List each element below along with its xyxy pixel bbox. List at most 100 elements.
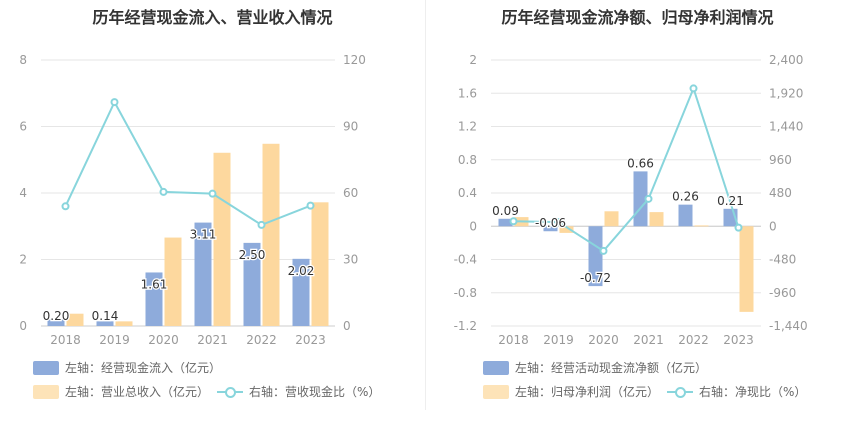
line-point [61, 202, 70, 211]
x-tick-label: 2022 [678, 333, 709, 347]
data-label: 0.21 [717, 194, 744, 208]
data-label: 3.11 [190, 228, 217, 242]
data-label: -0.06 [535, 216, 566, 230]
legend-line-swatch [667, 385, 693, 399]
data-label: 0.09 [492, 204, 519, 218]
y-tick-label-left: 0.8 [458, 153, 477, 167]
y-tick-label-left: 1.2 [458, 120, 477, 134]
legend-label: 左轴：归母净利润（亿元） [515, 385, 660, 399]
chart-plot: 0 0 2 30 4 60 6 90 8 120 2018 2019 2020 2021 2022 2023 0… [19, 53, 366, 347]
x-tick-label: 2019 [543, 333, 574, 347]
line-point [208, 189, 217, 198]
legend-item-net-profit[interactable]: 左轴：归母净利润（亿元） [483, 383, 659, 400]
legend-item-revenue[interactable]: 左轴：营业总收入（亿元） [33, 383, 209, 400]
legend-label: 左轴：经营现金流入（亿元） [65, 361, 222, 375]
bar-series-1 [678, 204, 693, 227]
legend-swatch [483, 360, 509, 375]
data-label: -0.72 [580, 271, 611, 285]
data-label: 2.02 [288, 264, 315, 278]
legend-label: 右轴：营收现金比（%） [249, 385, 381, 399]
y-tick-label-right: -1,440 [769, 319, 808, 333]
line-series [64, 99, 311, 227]
y-tick-label-left: -1.2 [454, 319, 477, 333]
y-tick-label-right: -480 [769, 253, 796, 267]
bar-series-1 [292, 258, 310, 326]
y-tick-label-right: -960 [769, 286, 796, 300]
bar-series-2 [115, 321, 133, 326]
data-label: 0.66 [627, 156, 654, 170]
y-tick-label-left: 0.4 [458, 186, 477, 200]
y-tick-label-right: 120 [343, 53, 366, 67]
legend-swatch [33, 360, 59, 375]
bar-series-2 [649, 212, 664, 227]
y-tick-label-left: 0 [19, 319, 27, 333]
y-tick-label-right: 0 [769, 219, 777, 233]
x-tick-label: 2022 [246, 333, 277, 347]
line-series [513, 85, 740, 253]
legend-label: 左轴：营业总收入（亿元） [65, 385, 210, 399]
y-tick-label-right: 960 [769, 153, 792, 167]
panel-divider [425, 0, 426, 410]
line-point [306, 201, 315, 210]
x-tick-label: 2023 [723, 333, 754, 347]
bar-series-2 [559, 226, 574, 233]
y-tick-label-right: 480 [769, 186, 792, 200]
y-tick-label-left: 6 [19, 120, 27, 134]
line-point [599, 246, 608, 255]
legend-swatch [483, 384, 509, 399]
line-point [734, 223, 743, 232]
line-point [554, 218, 563, 227]
x-tick-label: 2020 [588, 333, 619, 347]
y-tick-label-right: 1,920 [769, 86, 803, 100]
bar-series-1 [543, 226, 558, 232]
chart-plot: -1.2 -1,440 -0.8 -960 -0.4 -480 0 0 0.4 480 0.8 960… [454, 53, 808, 347]
bar-series-2 [164, 237, 182, 326]
chart-panel-left: 历年经营现金流入、营业收入情况 0 0 2 30 4 60 6 90 8 120 2018 2019 2… [19, 8, 380, 400]
bar-series-1 [47, 319, 65, 326]
bar-series-2 [311, 202, 329, 326]
bar-series-2 [694, 225, 709, 227]
data-label: 2.50 [239, 248, 266, 262]
legend-swatch [33, 384, 59, 399]
bar-series-2 [739, 226, 754, 312]
y-tick-label-right: 2,400 [769, 53, 803, 67]
bar-series-1 [243, 242, 261, 326]
legend-label: 左轴：经营活动现金流净额（亿元） [515, 361, 708, 375]
legend-item-cash-inflow[interactable]: 左轴：经营现金流入（亿元） [33, 359, 221, 376]
bar-series-1 [194, 222, 212, 326]
data-label: 0.14 [92, 309, 119, 323]
chart-panel-right: 历年经营现金流净额、归母净利润情况 -1.2 -1,440 -0.8 -960 -0.4… [425, 0, 850, 437]
bar-series-2 [66, 313, 84, 326]
line-point [110, 98, 119, 107]
line-point [257, 220, 266, 229]
x-tick-label: 2019 [99, 333, 130, 347]
bar-series-1 [145, 272, 163, 326]
x-tick-label: 2018 [498, 333, 529, 347]
y-tick-label-left: 8 [19, 53, 27, 67]
y-tick-label-right: 90 [343, 120, 358, 134]
y-tick-label-left: 4 [19, 186, 27, 200]
x-tick-label: 2021 [197, 333, 228, 347]
y-tick-label-left: 2 [469, 53, 477, 67]
line-point [689, 84, 698, 93]
x-tick-label: 2023 [295, 333, 326, 347]
y-tick-label-right: 1,440 [769, 120, 803, 134]
data-label: 0.20 [43, 309, 70, 323]
legend-line-swatch [217, 385, 243, 399]
y-tick-label-left: 0 [469, 219, 477, 233]
y-tick-label-right: 30 [343, 253, 358, 267]
y-tick-label-left: -0.4 [454, 253, 477, 267]
bar-series-1 [96, 321, 114, 326]
legend-item-net-cashflow[interactable]: 左轴：经营活动现金流净额（亿元） [483, 359, 707, 376]
y-tick-label-left: -0.8 [454, 286, 477, 300]
y-tick-label-left: 2 [19, 253, 27, 267]
line-point [644, 194, 653, 203]
bar-series-1 [498, 218, 513, 227]
bar-series-1 [588, 226, 603, 287]
x-tick-label: 2020 [148, 333, 179, 347]
y-tick-label-left: 1.6 [458, 86, 477, 100]
y-tick-label-right: 60 [343, 186, 358, 200]
line-point [159, 187, 168, 196]
legend-item-net-ratio[interactable]: 右轴：净现比（%） [667, 383, 806, 400]
legend-item-ratio[interactable]: 右轴：营收现金比（%） [217, 383, 380, 400]
